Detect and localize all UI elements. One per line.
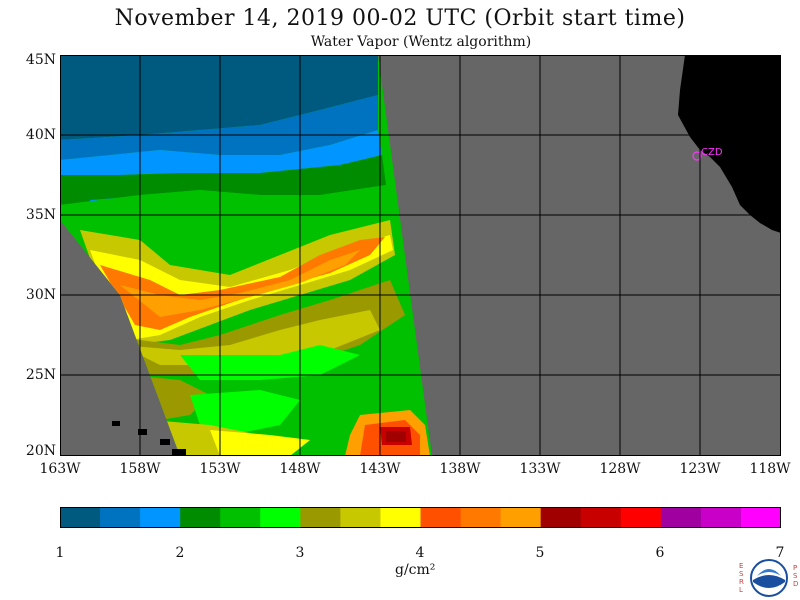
colorbar	[60, 507, 781, 528]
island-kauai	[112, 421, 120, 426]
hawaiian-islands	[112, 421, 186, 456]
lat-label-45n: 45N	[25, 52, 56, 68]
colorbar-tick-7: 7	[775, 545, 785, 561]
colorbar-cell	[100, 507, 141, 528]
colorbar-cell	[220, 507, 261, 528]
lon-label-133w: 133W	[519, 461, 561, 477]
colorbar-cell	[380, 507, 421, 528]
lat-label-25n: 25N	[25, 367, 56, 383]
lat-label-40n: 40N	[25, 127, 56, 143]
lon-label-143w: 143W	[359, 461, 401, 477]
water-vapor-map: CZD	[60, 55, 781, 456]
lat-lon-grid	[60, 55, 781, 456]
california-coast	[678, 55, 781, 233]
colorbar-cell	[460, 507, 502, 528]
colorbar-cell	[300, 507, 341, 528]
colorbar-cell	[660, 507, 702, 528]
colorbar-cells	[60, 507, 781, 528]
lon-label-153w: 153W	[199, 461, 241, 477]
colorbar-unit: g/cm²	[395, 562, 436, 578]
colorbar-cell	[740, 507, 781, 528]
lon-label-128w: 128W	[599, 461, 641, 477]
colorbar-cell	[420, 507, 462, 528]
colorbar-cell	[140, 507, 181, 528]
lon-label-158w: 158W	[119, 461, 161, 477]
lon-label-123w: 123W	[679, 461, 721, 477]
colorbar-cell	[540, 507, 582, 528]
colorbar-cell	[500, 507, 542, 528]
noaa-emblem-icon	[750, 559, 788, 597]
map-title: November 14, 2019 00-02 UTC (Orbit start…	[114, 6, 686, 31]
colorbar-tick-6: 6	[655, 545, 665, 561]
colorbar-tick-2: 2	[175, 545, 185, 561]
colorbar-tick-3: 3	[295, 545, 305, 561]
lon-label-118w: 118W	[749, 461, 791, 477]
lat-label-30n: 30N	[25, 287, 56, 303]
lon-label-163w: 163W	[39, 461, 81, 477]
colorbar-tick-5: 5	[535, 545, 545, 561]
station-label: CZD	[701, 147, 723, 158]
island-oahu	[138, 429, 147, 435]
lon-label-148w: 148W	[279, 461, 321, 477]
colorbar-frame	[60, 507, 781, 528]
colorbar-cell	[260, 507, 301, 528]
station-marker: CZD	[692, 147, 723, 161]
lat-label-35n: 35N	[25, 207, 56, 223]
lat-label-20n: 20N	[25, 443, 56, 459]
map-subtitle: Water Vapor (Wentz algorithm)	[310, 34, 532, 50]
colorbar-cell	[340, 507, 381, 528]
lon-label-138w: 138W	[439, 461, 481, 477]
island-hawaii	[172, 449, 186, 456]
satellite-swath	[60, 55, 432, 456]
station-circle	[692, 151, 702, 161]
island-maui	[160, 439, 170, 445]
colorbar-tick-1: 1	[55, 545, 65, 561]
colorbar-cell	[620, 507, 662, 528]
colorbar-cell	[180, 507, 221, 528]
land-north-america	[678, 55, 781, 233]
colorbar-cell	[700, 507, 742, 528]
map-frame	[60, 55, 781, 456]
colorbar-cell	[580, 507, 622, 528]
colorbar-tick-4: 4	[415, 545, 425, 561]
colorbar-cell	[60, 507, 101, 528]
